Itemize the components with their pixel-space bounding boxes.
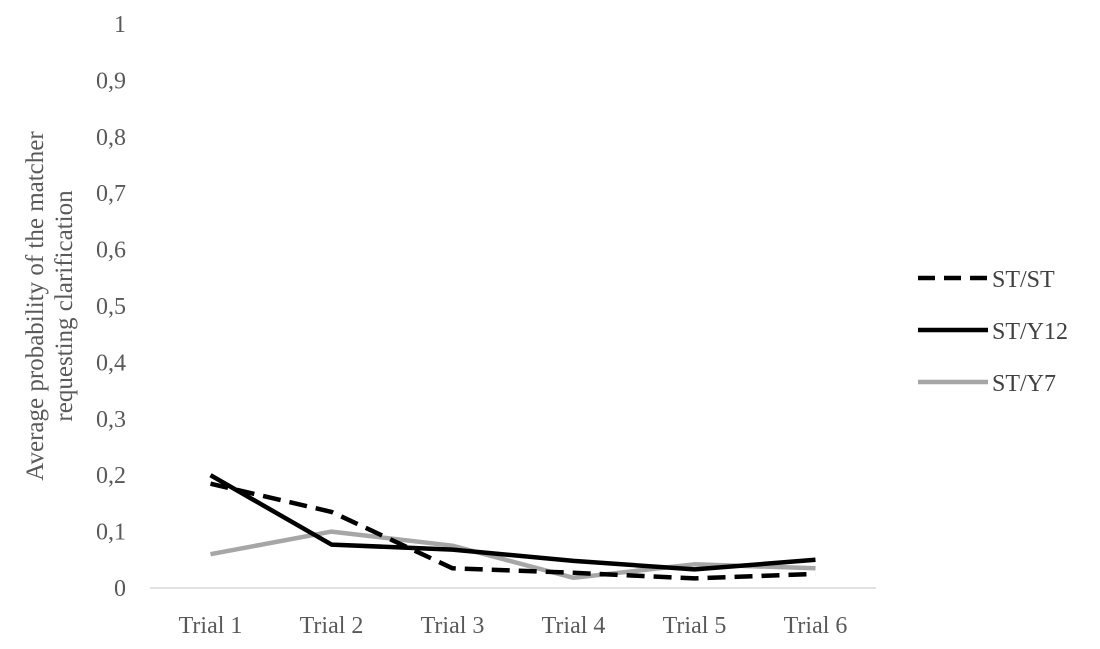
y-tick-label: 0,1 — [96, 520, 126, 546]
y-axis-title-line: requesting clarification — [51, 190, 78, 422]
x-tick-label: Trial 1 — [179, 613, 243, 639]
x-tick-label: Trial 5 — [663, 613, 727, 639]
y-tick-label: 0,2 — [96, 463, 126, 489]
x-tick-label: Trial 6 — [784, 613, 848, 639]
y-tick-label: 0,9 — [96, 68, 126, 94]
x-tick-label: Trial 2 — [300, 613, 364, 639]
legend-label: ST/Y12 — [992, 319, 1068, 345]
y-tick-label: 0,5 — [96, 294, 126, 320]
x-tick-label: Trial 3 — [421, 613, 485, 639]
legend-label: ST/Y7 — [992, 371, 1056, 397]
y-tick-label: 0,4 — [96, 350, 126, 376]
legend-label: ST/ST — [992, 267, 1055, 293]
y-tick-labels: 0 0,1 0,2 0,3 0,4 0,5 0,6 0,7 0,8 0,9 1 — [96, 12, 126, 602]
legend: ST/ST ST/Y12 ST/Y7 — [918, 267, 1068, 397]
y-axis-title: Average probability of the matcher reques… — [22, 131, 78, 481]
y-tick-label: 0,6 — [96, 238, 126, 264]
series-line-st-y12 — [209, 473, 816, 572]
y-axis-title-line: Average probability of the matcher — [22, 131, 49, 481]
y-tick-label: 0 — [114, 576, 126, 602]
y-tick-label: 1 — [114, 12, 126, 38]
x-tick-label: Trial 4 — [542, 613, 606, 639]
y-tick-label: 0,8 — [96, 125, 126, 151]
y-tick-label: 0,3 — [96, 407, 126, 433]
series-line-st-st — [209, 481, 816, 581]
series-lines — [209, 473, 816, 581]
y-tick-label: 0,7 — [96, 181, 126, 207]
x-tick-labels: Trial 1 Trial 2 Trial 3 Trial 4 Trial 5 Trial… — [179, 613, 848, 639]
